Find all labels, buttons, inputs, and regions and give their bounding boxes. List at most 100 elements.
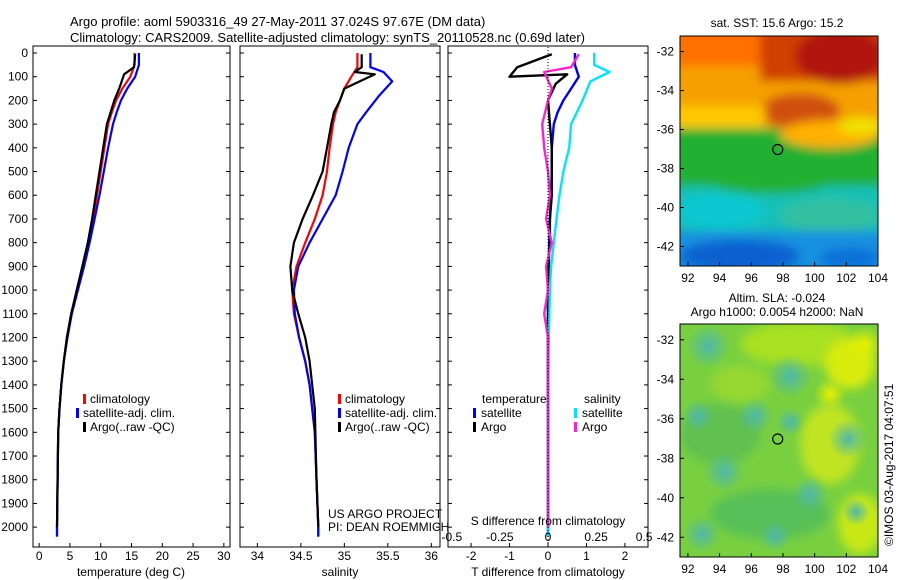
salinity-panel-frame: [239, 45, 441, 548]
depth-tick-label: 1300: [1, 354, 28, 368]
legend-swatch-t-satellite: [473, 408, 476, 418]
series-line-s-argo: [541, 53, 580, 528]
depth-tick-label: 800: [8, 236, 28, 250]
figure-title-line2: Climatology: CARS2009. Satellite-adjuste…: [70, 30, 585, 45]
map-x-tick-label: 100: [805, 562, 825, 576]
map-x-tick-label: 92: [681, 562, 695, 576]
depth-tick-label: 1000: [1, 283, 28, 297]
map-y-tick-label: -34: [657, 372, 675, 386]
map-x-tick-label: 102: [836, 562, 856, 576]
map-x-tick-label: 104: [868, 271, 888, 285]
temperature-plot: 0 5 10 15 20 25 30: [33, 52, 231, 563]
series-line-satellite-adj-clim: [292, 53, 394, 537]
legend-swatch-t-argo: [473, 422, 476, 432]
legend-swatch-s-satellite: [574, 408, 577, 418]
map-y-tick-label: -32: [657, 45, 675, 59]
map-y-tick-label: -36: [657, 123, 675, 137]
legend-label-satellite: satellite-adj. clim.: [345, 406, 437, 420]
legend-label-satellite: satellite-adj. clim.: [83, 406, 175, 420]
map-x-tick-label: 94: [713, 271, 727, 285]
sst-map-title: sat. SST: 15.6 Argo: 15.2: [711, 16, 844, 30]
series-lines: [289, 53, 394, 537]
project-name: US ARGO PROJECT: [328, 507, 443, 521]
depth-tick-label: 0: [21, 46, 28, 60]
salinity-plot: 34 34.5 35 35.5 36: [240, 52, 440, 563]
legend-swatch-climatology: [338, 394, 341, 404]
series-lines: [55, 53, 140, 537]
depth-tick-label: 1800: [1, 473, 28, 487]
t-difference-axis-label: T difference from climatology: [471, 565, 625, 579]
legend-label-climatology: climatology: [90, 392, 150, 406]
x-tick-label: 1: [583, 549, 590, 563]
map-y-tick-label: -42: [657, 240, 675, 254]
x-tick-label: 34: [251, 549, 265, 563]
legend-label-t-argo: Argo: [481, 420, 507, 434]
x-tick-label: 15: [125, 549, 139, 563]
map-y-tick-label: -32: [657, 333, 675, 347]
legend-swatch-satellite: [76, 408, 79, 418]
depth-tick-label: 100: [8, 70, 28, 84]
sla-map-axes: 92 94 96 98 100 102 104 -32 -34 -36 -38 -40 -42: [657, 333, 889, 576]
difference-plot: -2 -1 0 1 2 -0.5 -0.25 0 0.25 0.5: [442, 47, 653, 563]
map-y-tick-label: -40: [657, 201, 675, 215]
map-y-tick-label: -40: [657, 491, 675, 505]
map-x-tick-label: 98: [776, 271, 790, 285]
legend-swatch-argo: [338, 422, 341, 432]
map-x-tick-label: 92: [681, 271, 695, 285]
x-tick-label: 10: [94, 549, 108, 563]
x-top-tick-label: 0.25: [584, 530, 608, 544]
legend-label-s-argo: Argo: [582, 420, 608, 434]
series-line-t-satellite: [546, 53, 580, 537]
x-tick-label: 0: [545, 549, 552, 563]
x-tick-label: -1: [504, 549, 515, 563]
difference-legend: temperature salinity satellite Argo sate…: [473, 392, 623, 434]
map-y-tick-label: -38: [657, 451, 675, 465]
map-x-tick-label: 94: [713, 562, 727, 576]
depth-tick-label: 1200: [1, 330, 28, 344]
legend-title-salinity: salinity: [584, 392, 621, 406]
series-line-t-argo: [508, 53, 569, 528]
x-tick-label: 2: [622, 549, 629, 563]
depth-tick-label: 400: [8, 141, 28, 155]
project-pi: PI: DEAN ROEMMICH: [328, 520, 449, 534]
legend-swatch-climatology: [83, 394, 86, 404]
depth-tick-label: 1900: [1, 496, 28, 510]
depth-tick-label: 500: [8, 165, 28, 179]
sla-map-title-line2: Argo h1000: 0.0054 h2000: NaN: [691, 305, 864, 319]
map-y-tick-label: -34: [657, 84, 675, 98]
sst-map-axes: 92 94 96 98 100 102 104 -32 -34 -36 -38 -40 -42: [657, 45, 889, 285]
map-x-tick-label: 100: [805, 271, 825, 285]
depth-tick-label: 1500: [1, 402, 28, 416]
depth-tick-label: 600: [8, 188, 28, 202]
series-line-climatology: [55, 53, 136, 537]
x-top-tick-label: 0.5: [636, 530, 653, 544]
x-tick-label: 25: [186, 549, 200, 563]
legend-label-argo: Argo(..raw -QC): [90, 420, 175, 434]
x-tick-label: 5: [67, 549, 74, 563]
figure-title-line1: Argo profile: aoml 5903316_49 27-May-201…: [70, 14, 485, 29]
depth-tick-label: 1700: [1, 449, 28, 463]
x-tick-label: 30: [217, 549, 231, 563]
sla-heatmap: [680, 324, 878, 557]
map-y-tick-label: -38: [657, 162, 675, 176]
series-lines: [508, 53, 611, 537]
x-tick-label: 0: [36, 549, 43, 563]
depth-axis: 0 100 200 300 400 500 600 700 800 900 1000 1100 1200…: [1, 46, 28, 534]
x-tick-label: 36: [425, 549, 439, 563]
series-line-satellite-adj-clim: [55, 53, 140, 537]
map-x-tick-label: 96: [745, 562, 759, 576]
series-line-argo-raw-qc: [55, 54, 137, 528]
map-y-tick-label: -36: [657, 412, 675, 426]
legend-label-climatology: climatology: [345, 392, 405, 406]
depth-tick-label: 1400: [1, 378, 28, 392]
legend-label-s-satellite: satellite: [582, 406, 623, 420]
argo-position-marker: [772, 143, 784, 156]
imos-credit: ©IMOS 03-Aug-2017 04:07:51: [882, 383, 896, 546]
series-line-climatology: [291, 53, 359, 537]
x-tick-label: 35.5: [376, 549, 400, 563]
sst-map-frame: [679, 35, 879, 267]
temperature-axis-label: temperature (deg C): [77, 565, 185, 579]
series-line-s-satellite: [546, 53, 611, 537]
map-x-tick-label: 104: [868, 562, 888, 576]
x-top-tick-label: -0.25: [486, 530, 514, 544]
